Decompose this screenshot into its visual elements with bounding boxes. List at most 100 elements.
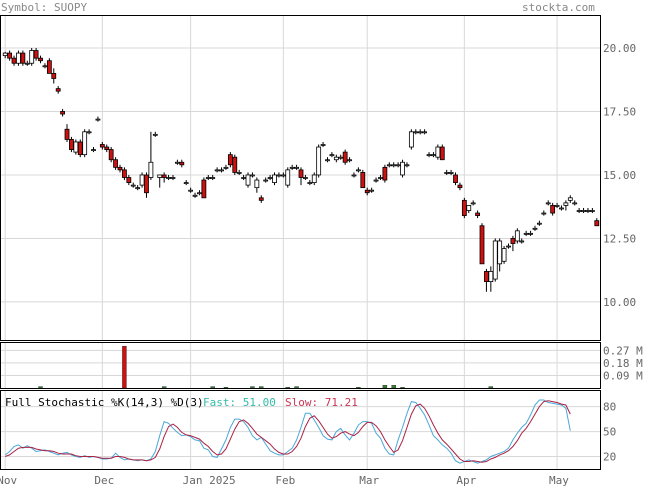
- candle-body: [488, 271, 494, 283]
- candle-body: [51, 72, 57, 79]
- candle-body: [444, 172, 450, 174]
- candle-body: [307, 182, 313, 184]
- volume-bar: [38, 386, 43, 389]
- candle-body: [519, 240, 525, 243]
- candle-body: [16, 52, 21, 64]
- candle-body: [417, 131, 423, 134]
- candle-body: [130, 184, 136, 187]
- candle-body: [219, 169, 224, 172]
- volume-panel-frame: [0, 342, 601, 389]
- candle-body: [174, 161, 180, 164]
- candle-body: [506, 245, 511, 248]
- candle-body: [241, 177, 247, 179]
- stoch-tick-label: 20: [603, 451, 616, 464]
- candle-body: [267, 177, 273, 179]
- candle-body: [400, 161, 405, 176]
- candle-body: [333, 156, 339, 161]
- volume-tick-label: 0.27 M: [603, 344, 643, 357]
- candle-body: [197, 192, 202, 195]
- candle-body: [581, 210, 586, 212]
- x-tick-label: Feb: [275, 474, 295, 486]
- candle-body: [91, 149, 96, 151]
- price-tick-label: 10.00: [603, 296, 636, 309]
- candle-body: [373, 179, 379, 182]
- volume-bar: [250, 386, 255, 389]
- candle-body: [554, 205, 560, 207]
- candle-body: [479, 225, 485, 265]
- candle-body: [528, 232, 533, 235]
- candle-body: [188, 189, 194, 192]
- candle-body: [589, 210, 595, 212]
- candle-body: [585, 210, 591, 212]
- price-panel: 20.00 17.50 15.00 12.50 10.00: [0, 15, 636, 341]
- candle-body: [86, 131, 92, 134]
- candle-body: [11, 57, 17, 64]
- candle-body: [157, 174, 163, 178]
- candle-body: [408, 131, 414, 148]
- candle-body: [99, 144, 105, 148]
- candle-body: [55, 88, 61, 92]
- candle-body: [276, 174, 282, 177]
- candle-body: [126, 177, 132, 183]
- candle-body: [311, 174, 317, 183]
- candle-body: [33, 50, 39, 59]
- volume-bar: [161, 386, 167, 389]
- symbol-title: Symbol: SUOPY: [1, 1, 88, 14]
- stoch-tick-label: 80: [603, 401, 616, 414]
- candle-body: [559, 207, 564, 210]
- candle-body: [161, 174, 167, 178]
- stoch-slow-label: Slow: 71.21: [285, 396, 358, 409]
- volume-bar: [122, 345, 127, 389]
- price-tick-label: 12.50: [603, 232, 636, 245]
- candle-body: [232, 156, 238, 173]
- candle-body: [484, 271, 489, 283]
- candle-body: [104, 146, 110, 150]
- candle-body: [523, 232, 529, 235]
- candle-body: [439, 146, 445, 161]
- candle-body: [258, 197, 264, 201]
- candle-body: [250, 174, 255, 177]
- candle-body: [567, 197, 573, 201]
- candle-body: [532, 227, 538, 230]
- volume-bar: [259, 386, 264, 389]
- volume-bar: [391, 385, 396, 389]
- candle-body: [294, 166, 299, 169]
- candle-body: [475, 212, 480, 216]
- candle-body: [497, 240, 503, 265]
- volume-bar: [210, 386, 215, 389]
- volume-panel: 0.27 M0.18 M0.09 M: [0, 342, 643, 390]
- candle-body: [227, 154, 233, 166]
- stoch-fast-label: Fast: 51.00: [203, 396, 276, 409]
- candle-body: [135, 187, 141, 190]
- candle-body: [453, 174, 458, 183]
- candle-body: [7, 52, 13, 59]
- candle-body: [422, 131, 428, 134]
- candle-body: [342, 151, 348, 163]
- candle-body: [144, 174, 149, 194]
- candle-body: [355, 169, 361, 172]
- candle-body: [563, 202, 569, 206]
- stochastic-panel-frame: [0, 390, 601, 470]
- candle-body: [210, 177, 216, 179]
- candle-body: [541, 212, 547, 215]
- candle-body: [148, 161, 154, 178]
- candle-body: [280, 174, 286, 177]
- candle-body: [316, 146, 322, 176]
- candle-body: [38, 57, 43, 62]
- candle-body: [329, 154, 335, 157]
- candle-body: [325, 159, 330, 162]
- candle-body: [113, 159, 118, 168]
- candle-body: [338, 156, 344, 159]
- candle-body: [378, 177, 383, 179]
- x-tick-label: Jan 2025: [183, 474, 236, 486]
- candle-body: [60, 111, 65, 115]
- candle-body: [64, 128, 70, 140]
- candle-body: [139, 174, 145, 186]
- candle-body: [117, 166, 123, 171]
- candle-body: [82, 131, 88, 156]
- candle-body: [20, 52, 26, 64]
- candle-body: [514, 230, 520, 242]
- candle-body: [386, 164, 392, 167]
- x-tick-label: Mar: [359, 474, 379, 486]
- candle-body: [492, 240, 498, 280]
